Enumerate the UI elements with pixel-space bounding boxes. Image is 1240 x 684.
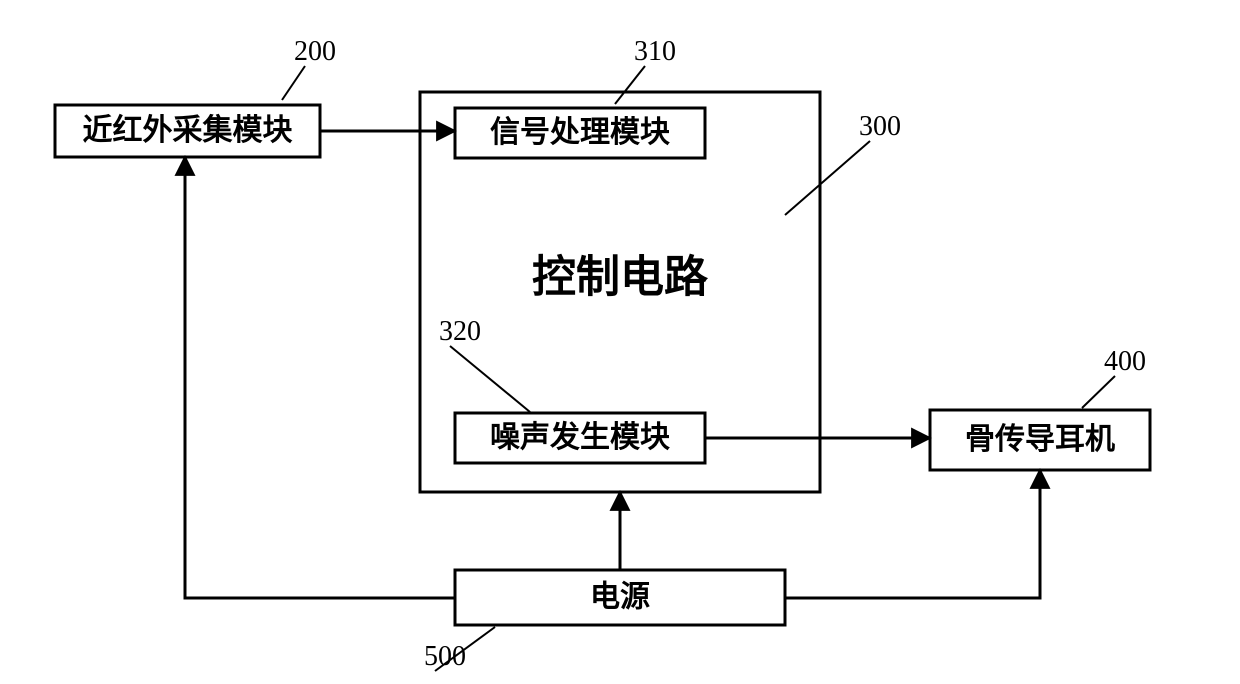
node-control-label: 控制电路 [532,253,709,302]
node-power: 电源 [455,570,785,625]
refnum-n400-text: 400 [1104,346,1146,377]
node-sig-label: 信号处理模块 [490,116,670,149]
node-nir-label: 近红外采集模块 [83,114,293,147]
refnum-n310-text: 310 [634,36,676,67]
node-noise-label: 噪声发生模块 [490,421,670,454]
refnum-n200: 200 [282,36,336,100]
connector-power-to-nir [185,157,455,598]
refnum-n500-text: 500 [424,641,466,672]
refnum-n200-text: 200 [294,36,336,67]
refnum-n400: 400 [1082,346,1146,408]
node-sig: 信号处理模块 [455,108,705,158]
node-noise: 噪声发生模块 [455,413,705,463]
refnum-n320-text: 320 [439,316,481,347]
node-nir: 近红外采集模块 [55,105,320,157]
refnum-n300-text: 300 [859,111,901,142]
node-headset: 骨传导耳机 [930,410,1150,470]
connector-power-to-headset [785,470,1040,598]
refnum-n500: 500 [424,627,495,672]
node-headset-label: 骨传导耳机 [965,423,1115,456]
node-power-label: 电源 [590,580,650,613]
refnum-n400-leader [1082,376,1115,408]
refnum-n200-leader [282,66,305,100]
